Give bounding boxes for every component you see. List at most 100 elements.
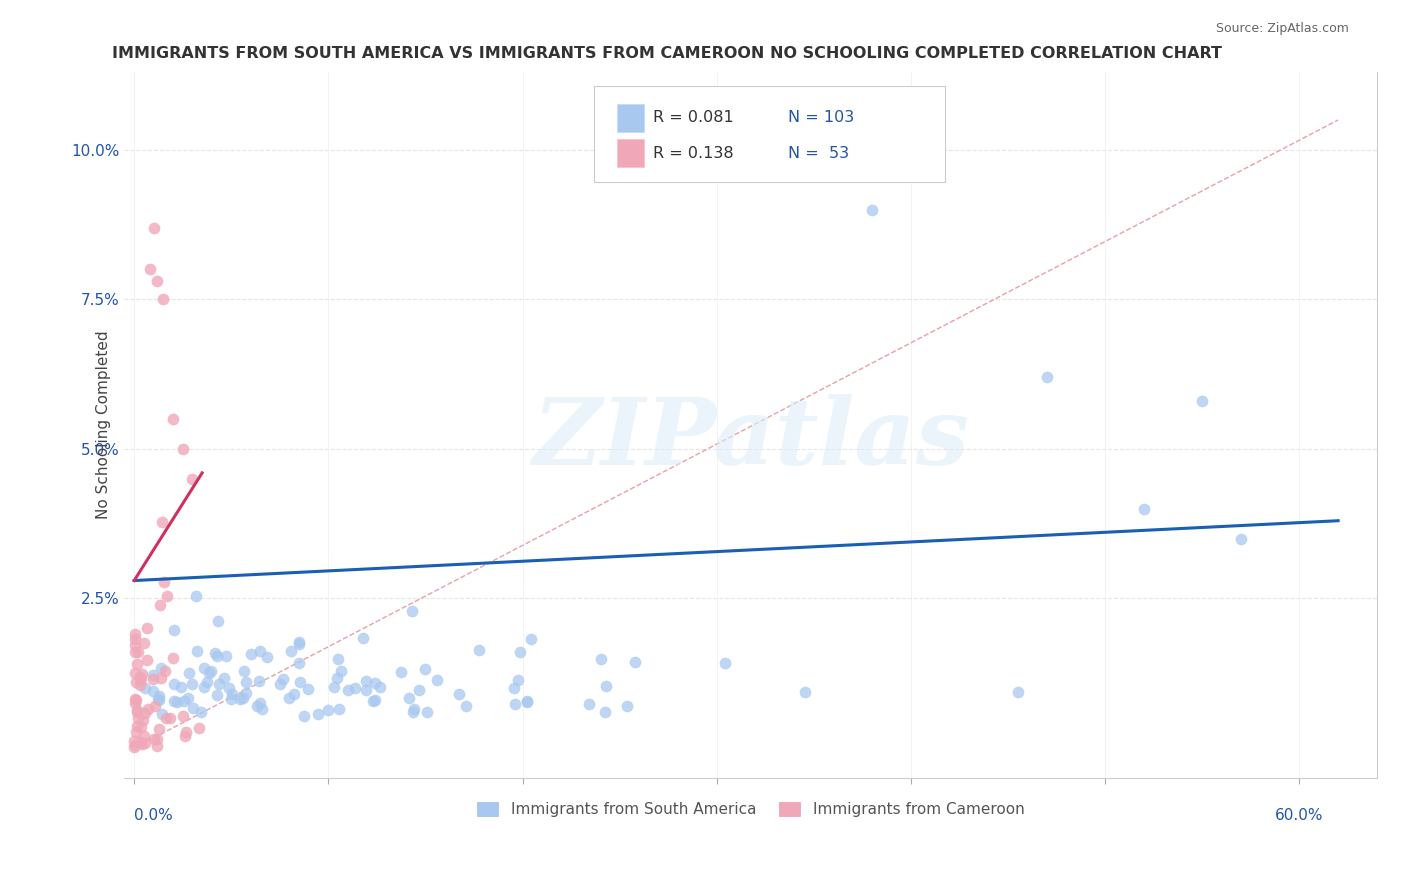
Text: N =  53: N = 53 xyxy=(789,146,849,161)
Point xyxy=(288,637,311,651)
Point xyxy=(142,668,165,682)
Point xyxy=(287,657,309,671)
Point xyxy=(124,733,146,747)
Point xyxy=(181,701,204,715)
Point xyxy=(595,679,617,693)
Point xyxy=(180,677,202,691)
Point xyxy=(578,697,600,711)
Point xyxy=(145,739,167,753)
Point xyxy=(170,680,193,694)
Text: 60.0%: 60.0% xyxy=(1275,808,1323,823)
Point xyxy=(218,681,240,695)
Point xyxy=(195,674,218,689)
Point xyxy=(132,729,155,743)
Point xyxy=(344,681,367,695)
Point xyxy=(186,644,208,658)
Point xyxy=(249,643,271,657)
Point xyxy=(142,672,165,686)
Point xyxy=(124,627,146,641)
Point xyxy=(127,645,149,659)
Point xyxy=(1191,394,1213,409)
Point xyxy=(129,669,152,683)
Point xyxy=(143,698,166,713)
Point xyxy=(124,739,146,754)
Point xyxy=(153,575,176,590)
Point xyxy=(297,681,319,696)
Point xyxy=(370,680,392,694)
Point xyxy=(125,719,148,733)
Point xyxy=(277,691,299,706)
Point xyxy=(232,691,254,706)
Point xyxy=(506,673,529,688)
Y-axis label: No Schooling Completed: No Schooling Completed xyxy=(96,331,111,519)
Point xyxy=(134,681,156,695)
Point xyxy=(150,706,173,721)
Point xyxy=(503,698,526,712)
Point xyxy=(138,262,160,277)
Point xyxy=(205,688,228,702)
Point xyxy=(200,664,222,678)
Point xyxy=(215,649,238,664)
Point xyxy=(124,692,146,706)
Point xyxy=(401,604,423,618)
Point xyxy=(235,675,257,690)
Point xyxy=(336,682,359,697)
Point xyxy=(153,664,176,678)
Point xyxy=(256,649,278,664)
Text: R = 0.081: R = 0.081 xyxy=(652,111,734,126)
Point xyxy=(172,442,194,456)
Point xyxy=(172,709,194,723)
Point xyxy=(127,711,149,725)
Point xyxy=(124,665,146,680)
Point xyxy=(235,686,257,700)
Point xyxy=(181,472,204,486)
Point xyxy=(150,661,173,675)
Point xyxy=(1133,501,1156,516)
Point xyxy=(124,632,146,647)
Point xyxy=(145,732,167,747)
FancyBboxPatch shape xyxy=(617,139,644,168)
Point xyxy=(249,696,271,710)
Point xyxy=(408,682,430,697)
Point xyxy=(142,220,165,235)
Legend: Immigrants from South America, Immigrants from Cameroon: Immigrants from South America, Immigrant… xyxy=(471,796,1031,823)
Point xyxy=(402,702,425,716)
Point xyxy=(127,657,149,671)
Point xyxy=(204,646,226,660)
Point xyxy=(361,694,384,708)
Point xyxy=(328,701,350,715)
Point xyxy=(271,672,294,686)
Point xyxy=(207,614,229,628)
Point xyxy=(124,645,146,659)
Text: 0.0%: 0.0% xyxy=(134,808,173,823)
Point xyxy=(131,737,153,751)
Point xyxy=(589,652,612,666)
Point xyxy=(240,647,263,661)
Point xyxy=(520,632,543,646)
Point xyxy=(177,666,200,681)
Point xyxy=(129,678,152,692)
Point xyxy=(135,621,157,635)
Point xyxy=(354,683,377,698)
Point xyxy=(129,720,152,734)
FancyBboxPatch shape xyxy=(617,103,644,132)
Point xyxy=(205,648,228,663)
Point xyxy=(131,667,153,681)
Point xyxy=(214,671,236,685)
Point xyxy=(228,691,250,706)
Point xyxy=(269,677,291,691)
Point xyxy=(354,674,377,689)
Point xyxy=(173,693,195,707)
Point xyxy=(416,705,439,719)
Point xyxy=(166,695,188,709)
Point xyxy=(292,708,315,723)
Point xyxy=(142,683,165,698)
Point xyxy=(132,636,155,650)
Point xyxy=(246,698,269,713)
Point xyxy=(193,661,215,675)
Point xyxy=(155,711,177,725)
Point xyxy=(162,412,184,426)
Point xyxy=(509,644,531,658)
Point xyxy=(143,731,166,746)
Point xyxy=(124,739,146,753)
